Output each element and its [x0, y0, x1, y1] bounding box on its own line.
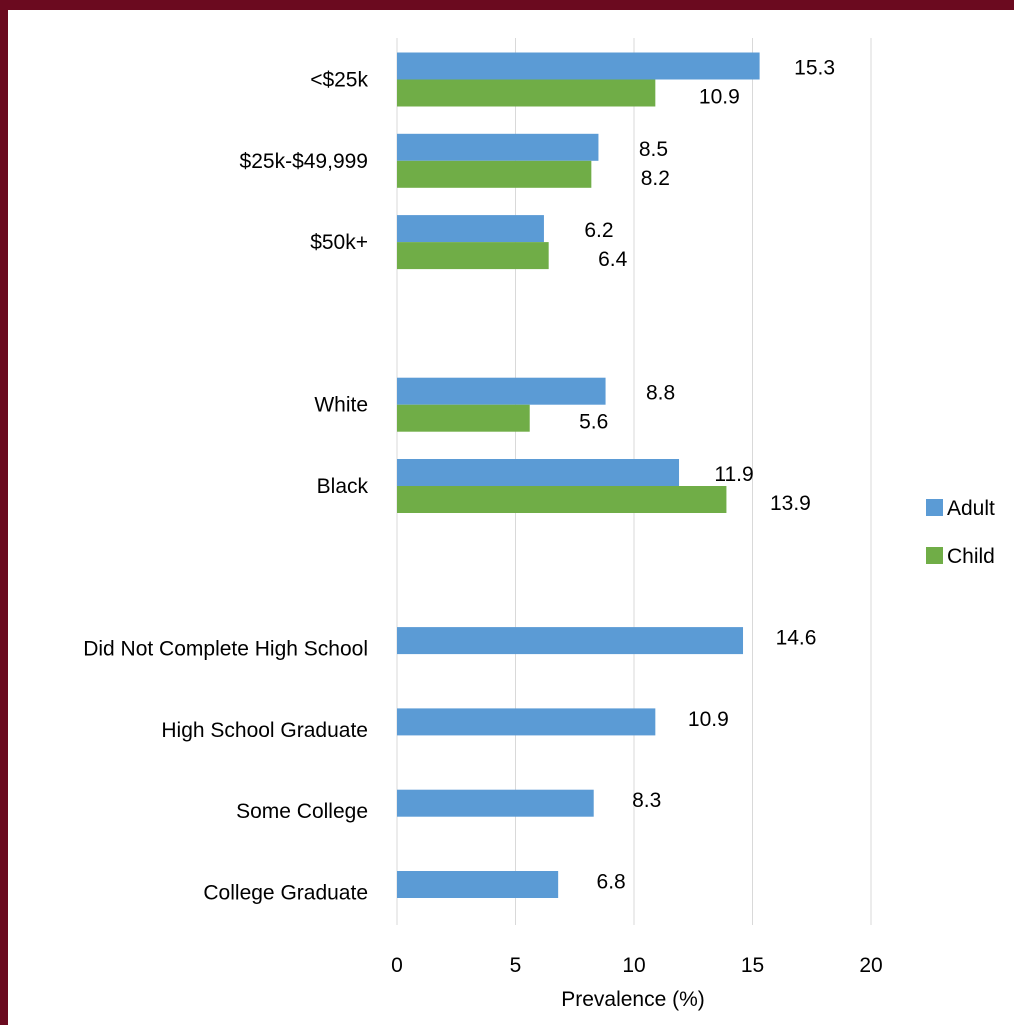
value-label-adult: 6.2: [584, 219, 613, 242]
bar-child: [397, 79, 656, 107]
x-tick-label: 5: [510, 954, 522, 977]
legend: Adult Child: [926, 497, 995, 568]
bar-chart: 15.3 10.9 8.5 8.2 6.2 6.4 8.8 5.6 11.9 13.9 14.6 10…: [83, 38, 995, 1011]
bar-child: [397, 486, 727, 513]
value-label-child: 13.9: [770, 492, 811, 515]
value-label-adult: 8.8: [646, 382, 675, 405]
x-axis-title: Prevalence (%): [561, 988, 705, 1011]
bar-adult: [397, 215, 544, 243]
value-label-adult: 11.9: [714, 463, 753, 486]
bar-adult: [397, 52, 760, 80]
bar-adult: [397, 789, 594, 817]
value-label-adult: 6.8: [597, 871, 626, 894]
value-label-adult: 8.3: [632, 789, 661, 812]
category-label: Did Not Complete High School: [83, 638, 368, 661]
value-label-child: 10.9: [699, 86, 740, 109]
bars: [397, 52, 760, 898]
value-label-child: 8.2: [641, 167, 670, 190]
bar-adult: [397, 377, 606, 405]
value-label-adult: 15.3: [794, 57, 835, 80]
category-label: Some College: [236, 800, 368, 823]
chart-panel: 15.3 10.9 8.5 8.2 6.2 6.4 8.8 5.6 11.9 13.9 14.6 10…: [8, 10, 1014, 1025]
value-labels: 15.3 10.9 8.5 8.2 6.2 6.4 8.8 5.6 11.9 13.9 14.6 10…: [579, 57, 835, 894]
bar-adult: [397, 459, 680, 486]
x-tick-label: 10: [622, 954, 645, 977]
category-label: White: [314, 394, 368, 417]
value-label-adult: 14.6: [776, 627, 817, 650]
x-tick-label: 15: [741, 954, 764, 977]
value-label-adult: 10.9: [688, 708, 729, 731]
category-label: <$25k: [310, 69, 368, 92]
value-label-child: 6.4: [598, 248, 628, 271]
legend-label-child: Child: [947, 545, 995, 568]
bar-child: [397, 242, 549, 270]
category-label: $25k-$49,999: [240, 150, 368, 173]
bar-child: [397, 160, 592, 188]
value-label-adult: 8.5: [639, 138, 668, 161]
bar-adult: [397, 133, 599, 161]
bar-adult: [397, 708, 656, 736]
category-labels: <$25k $25k-$49,999 $50k+ White Black Did Not …: [83, 69, 368, 905]
category-label: $50k+: [310, 231, 368, 254]
x-tick-labels: 0 5 10 15 20: [391, 954, 883, 977]
category-label: High School Graduate: [161, 719, 368, 742]
legend-swatch-child: [926, 547, 943, 564]
x-tick-label: 0: [391, 954, 403, 977]
bar-child: [397, 404, 530, 432]
value-label-child: 5.6: [579, 411, 608, 434]
x-tick-label: 20: [859, 954, 882, 977]
category-label: College Graduate: [203, 882, 368, 905]
category-label: Black: [317, 475, 369, 498]
bar-adult: [397, 627, 744, 655]
bar-adult: [397, 871, 559, 898]
legend-swatch-adult: [926, 499, 943, 516]
legend-label-adult: Adult: [947, 497, 995, 520]
